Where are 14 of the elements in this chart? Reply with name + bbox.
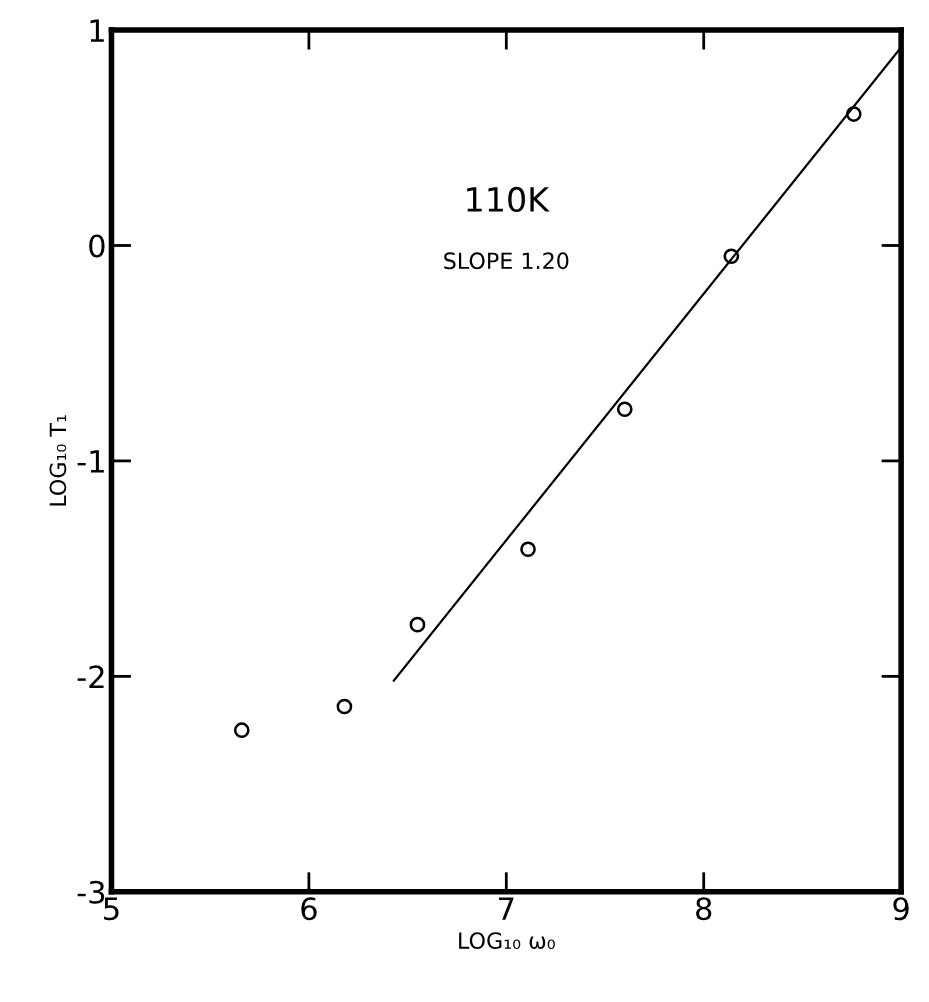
y-axis-title: LOG₁₀ T₁ [49, 415, 67, 506]
y-tick-label: 0 [89, 234, 105, 258]
annotation: SLOPE 1.20 [444, 252, 569, 270]
y-tick-label: 1 [90, 19, 104, 42]
y-tick-label: -2 [77, 665, 104, 688]
x-tick-label: 8 [696, 897, 712, 921]
x-axis-title: LOG₁₀ ω₀ [459, 932, 555, 949]
y-tick-label: -3 [77, 880, 105, 904]
x-tick-label: 9 [893, 897, 909, 921]
y-tick-label: -1 [77, 450, 104, 473]
annotation: 110K [467, 186, 550, 213]
x-tick-label: 5 [104, 897, 119, 921]
x-tick-label: 6 [301, 897, 317, 921]
x-tick-label: 7 [499, 897, 514, 920]
